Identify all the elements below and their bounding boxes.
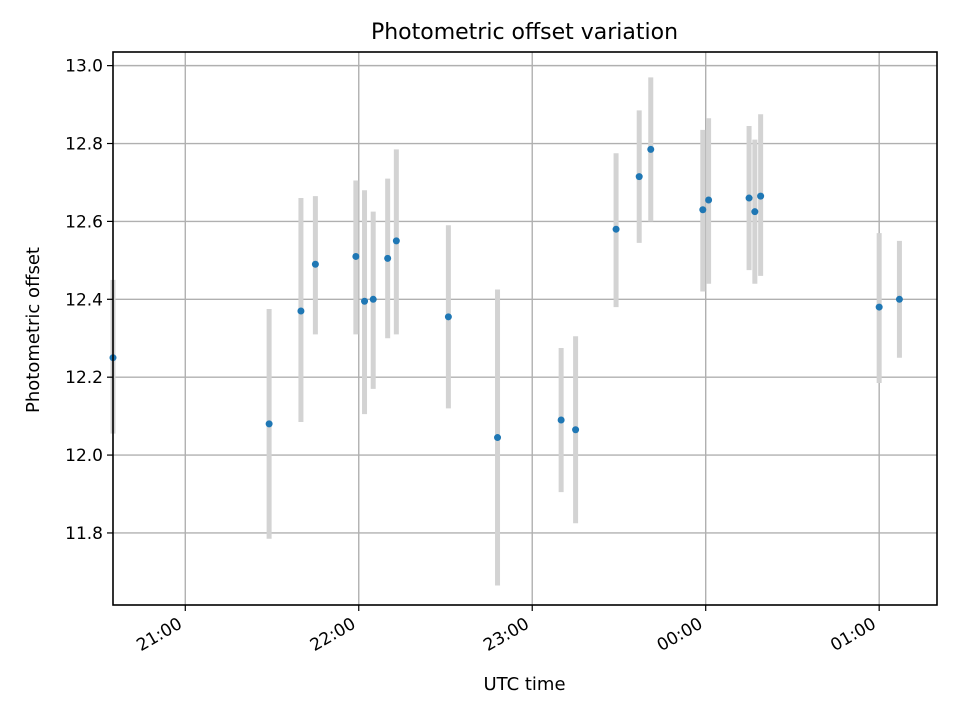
x-tick-label: 22:00 bbox=[307, 614, 359, 656]
data-point bbox=[699, 206, 707, 214]
data-point bbox=[757, 192, 765, 200]
x-tick-label: 01:00 bbox=[827, 614, 879, 656]
y-axis-label: Photometric offset bbox=[23, 247, 44, 413]
data-point bbox=[361, 297, 369, 305]
y-tick-label: 13.0 bbox=[65, 57, 103, 77]
x-tick-label: 00:00 bbox=[654, 614, 706, 656]
y-tick-label: 12.8 bbox=[65, 135, 103, 155]
data-point bbox=[384, 254, 392, 262]
error-bars bbox=[110, 77, 902, 586]
y-tick-label: 12.0 bbox=[65, 446, 103, 466]
data-point bbox=[647, 145, 655, 153]
x-tick-label: 21:00 bbox=[133, 614, 185, 656]
data-point bbox=[352, 252, 360, 260]
data-point bbox=[705, 196, 713, 204]
data-point bbox=[875, 303, 883, 311]
data-point bbox=[745, 194, 753, 202]
y-tick-label: 12.6 bbox=[65, 212, 103, 232]
data-point bbox=[751, 208, 759, 216]
x-tick-label: 23:00 bbox=[480, 614, 532, 656]
data-point bbox=[369, 295, 377, 303]
data-point bbox=[494, 434, 502, 442]
data-point bbox=[444, 313, 452, 321]
y-tick-label: 12.2 bbox=[65, 368, 103, 388]
chart-title: Photometric offset variation bbox=[371, 20, 678, 45]
data-point bbox=[265, 420, 273, 428]
axis-ticks: 21:00 22:00 23:00 00:00 01:00 11.8 12.0 12.2 12.… bbox=[65, 51, 938, 656]
data-points bbox=[109, 145, 903, 442]
data-point bbox=[635, 173, 643, 181]
data-point bbox=[392, 237, 400, 245]
data-point bbox=[297, 307, 305, 315]
y-tick-label: 12.4 bbox=[65, 290, 103, 310]
x-axis-label: UTC time bbox=[483, 674, 565, 695]
y-tick-label: 11.8 bbox=[65, 524, 103, 544]
data-point bbox=[557, 416, 565, 424]
data-point bbox=[895, 295, 903, 303]
data-point bbox=[572, 426, 580, 434]
data-point bbox=[311, 260, 319, 268]
grid-lines bbox=[113, 52, 937, 605]
data-point bbox=[612, 225, 620, 233]
plot-frame bbox=[112, 51, 938, 606]
